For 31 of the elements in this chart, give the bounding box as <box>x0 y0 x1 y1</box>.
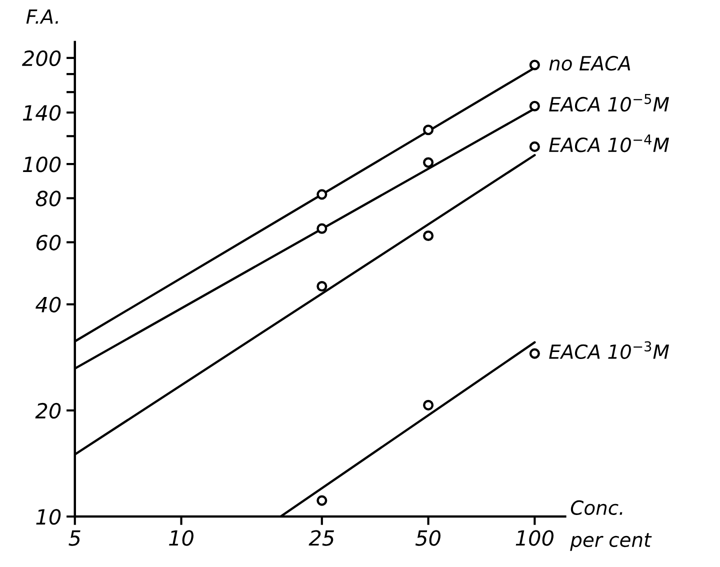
y-tick-label: 10 <box>36 508 61 525</box>
point <box>316 223 328 234</box>
point <box>529 100 540 112</box>
x-axis-title: Conc. per cent <box>570 500 652 551</box>
point <box>529 60 540 70</box>
y-tick-label: 20 <box>35 402 61 419</box>
series-label: no EACA <box>549 56 630 71</box>
x-tick-label: 25 <box>308 530 334 546</box>
point <box>423 400 434 410</box>
x-tick-label: 5 <box>68 530 80 546</box>
series-label: EACA 10$^{−3}$M <box>549 341 669 360</box>
y-tick-label: 60 <box>36 234 61 250</box>
point <box>316 189 328 200</box>
y-tick-label: 80 <box>36 190 61 206</box>
point <box>529 348 540 359</box>
y-tick-label: 140 <box>22 104 61 121</box>
x-tick-label: 50 <box>415 530 440 546</box>
x-tick-label: 10 <box>169 530 194 546</box>
y-tick-label: 200 <box>22 50 61 66</box>
point <box>423 157 434 168</box>
point <box>529 141 540 152</box>
x-tick-label: 100 <box>516 530 554 546</box>
point <box>316 281 328 292</box>
y-tick-label: 40 <box>36 296 61 313</box>
series-label: EACA 10$^{−5}$M <box>549 94 669 112</box>
point <box>423 230 434 242</box>
y-tick-label: 100 <box>22 156 61 172</box>
point <box>316 495 328 506</box>
point <box>423 124 434 136</box>
series-label: EACA 10$^{−4}$M <box>549 134 669 152</box>
y-axis-title: F.A. <box>26 10 58 24</box>
